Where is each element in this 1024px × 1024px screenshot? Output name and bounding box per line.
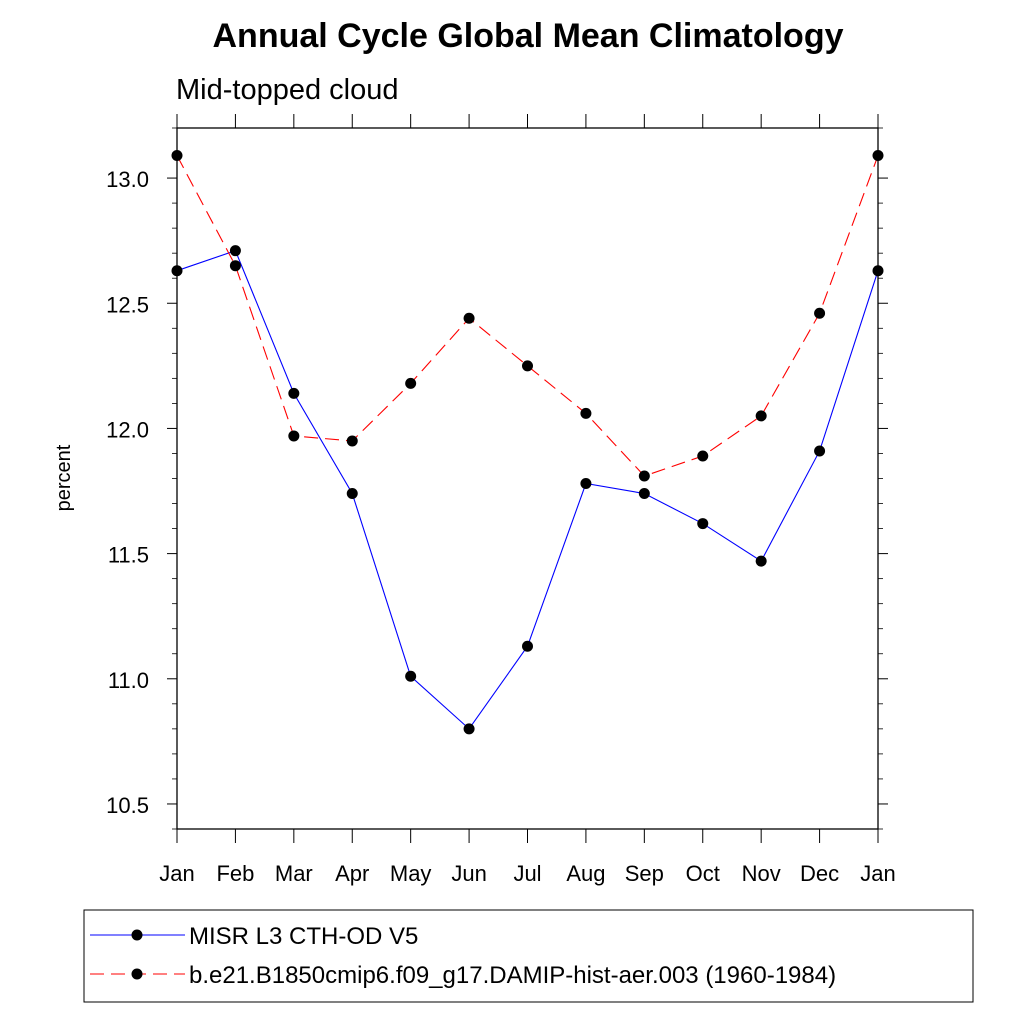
series-2-point xyxy=(580,407,592,419)
y-tick-label: 12.5 xyxy=(106,292,149,317)
series-1-point xyxy=(697,518,709,530)
series-2-point xyxy=(872,150,884,162)
axis-ticks xyxy=(167,114,888,843)
series-2-point xyxy=(755,410,767,422)
series-2-point xyxy=(522,360,533,372)
legend-label-2: b.e21.B1850cmip6.f09_g17.DAMIP-hist-aer.… xyxy=(189,962,836,989)
series-1-point xyxy=(346,488,358,500)
x-tick-label: Sep xyxy=(625,861,664,886)
x-tick-label: Jan xyxy=(860,861,895,886)
y-tick-label: 11.0 xyxy=(108,668,149,693)
chart-title: Annual Cycle Global Mean Climatology xyxy=(213,17,844,55)
x-tick-label: Dec xyxy=(800,861,839,886)
y-tick-labels: 10.5 11.0 11.5 12.0 12.5 13.0 xyxy=(106,167,149,818)
x-tick-label: May xyxy=(390,861,432,886)
x-tick-label: Jan xyxy=(159,861,194,886)
series-1-point xyxy=(580,478,592,490)
series-1-point xyxy=(288,387,300,399)
legend-label-1: MISR L3 CTH-OD V5 xyxy=(189,923,418,950)
series-2-point xyxy=(697,450,709,462)
x-tick-label: Aug xyxy=(566,861,605,886)
series-line-1 xyxy=(176,249,879,730)
series-plot xyxy=(171,150,884,735)
chart-subtitle: Mid-topped cloud xyxy=(176,74,398,106)
y-tick-label: 13.0 xyxy=(106,167,149,192)
x-tick-label: Mar xyxy=(275,861,313,886)
series-1-point xyxy=(171,265,183,277)
legend-box xyxy=(83,909,974,1003)
series-1-point xyxy=(229,245,241,257)
series-2-point xyxy=(405,377,417,389)
series-1-point xyxy=(755,555,767,567)
series-2-point xyxy=(288,430,300,442)
series-2-point xyxy=(638,470,650,482)
series-2-point xyxy=(463,312,475,324)
x-tick-label: Nov xyxy=(742,861,781,886)
x-tick-label: Oct xyxy=(686,861,720,886)
x-tick-label: Apr xyxy=(335,861,369,886)
y-axis-label: percent xyxy=(53,444,75,511)
series-1-point xyxy=(814,445,826,457)
series-2-point xyxy=(814,307,826,319)
legend: MISR L3 CTH-OD V5 b.e21.B1850cmip6.f09_g1… xyxy=(90,923,836,989)
x-tick-label: Jul xyxy=(513,861,541,886)
plot-area-frame xyxy=(176,127,879,830)
series-1-point xyxy=(405,670,417,682)
series-1-point xyxy=(872,265,884,277)
series-1-point xyxy=(522,640,533,652)
legend-marker-1 xyxy=(131,929,143,941)
y-tick-label: 12.0 xyxy=(106,417,149,442)
x-tick-label: Jun xyxy=(451,861,486,886)
legend-marker-2 xyxy=(131,968,143,980)
x-tick-labels: Jan Feb Mar Apr May Jun Jul Aug Sep Oct Nov Dec Jan xyxy=(159,861,895,886)
series-2-point xyxy=(346,435,358,447)
series-2-point xyxy=(229,260,241,272)
series-2-point xyxy=(171,150,183,162)
y-tick-label: 11.5 xyxy=(108,543,149,568)
x-tick-label: Feb xyxy=(216,861,254,886)
series-1-point xyxy=(463,723,475,735)
series-line-2 xyxy=(176,155,879,477)
y-tick-label: 10.5 xyxy=(106,793,149,818)
series-1-point xyxy=(638,488,650,500)
